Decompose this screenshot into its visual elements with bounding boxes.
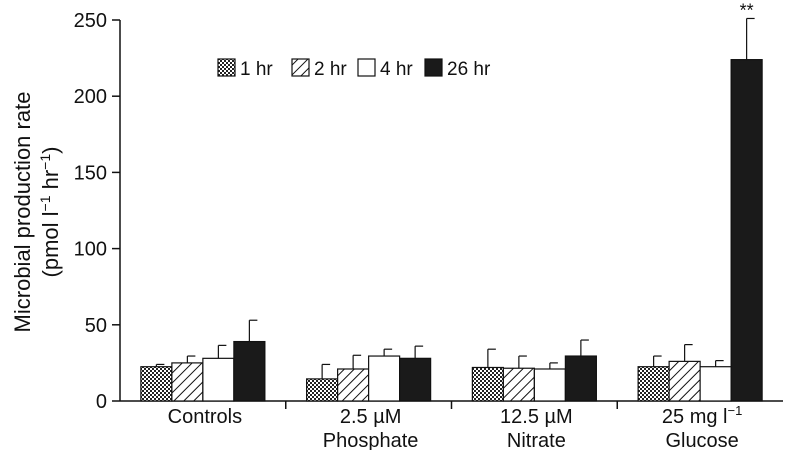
legend-label: 4 hr bbox=[380, 59, 413, 80]
y-tick-label: 150 bbox=[74, 162, 107, 184]
bar bbox=[306, 378, 339, 402]
x-tick-label: 12.5 µM bbox=[500, 406, 573, 428]
bar bbox=[668, 360, 701, 402]
legend: 1 hr 2 hr 4 hr 26 hr bbox=[217, 58, 491, 80]
bar bbox=[202, 357, 235, 402]
y-axis: 0 50 100 150 200 250 bbox=[74, 10, 121, 413]
bar bbox=[140, 366, 173, 402]
y-label-sup-2: −1 bbox=[37, 154, 53, 170]
legend-label: 1 hr bbox=[240, 59, 273, 80]
legend-label: 26 hr bbox=[447, 59, 491, 80]
bar bbox=[564, 355, 597, 402]
legend-label: 2 hr bbox=[314, 59, 347, 80]
y-tick-label: 50 bbox=[85, 315, 107, 337]
y-axis-label-line2: (pmol l−1 hr−1) bbox=[37, 147, 63, 278]
x-tick-label-line2: Nitrate bbox=[507, 430, 566, 450]
x-tick-label: Controls bbox=[168, 406, 242, 428]
legend-swatch bbox=[357, 58, 376, 77]
legend-swatch bbox=[291, 58, 310, 77]
bar bbox=[730, 59, 763, 402]
bar bbox=[471, 366, 504, 402]
bar bbox=[368, 355, 401, 402]
legend-swatch bbox=[217, 58, 236, 77]
y-tick-label: 200 bbox=[74, 86, 107, 108]
legend-swatch bbox=[424, 58, 443, 77]
x-tick-label: 2.5 µM bbox=[340, 406, 402, 428]
y-axis-label: Microbial production rate (pmol l−1 hr−1… bbox=[10, 92, 63, 333]
bar bbox=[502, 367, 535, 402]
x-tick-label: 25 mg l−1 bbox=[662, 403, 742, 428]
y-label-sup-1: −1 bbox=[37, 195, 53, 211]
y-tick-label: 250 bbox=[74, 10, 107, 32]
bar bbox=[637, 366, 670, 402]
bar bbox=[699, 366, 732, 402]
x-tick-label-line2: Glucose bbox=[665, 430, 738, 450]
bar bbox=[171, 362, 204, 402]
y-tick-label: 0 bbox=[96, 391, 107, 413]
bar bbox=[233, 340, 266, 402]
y-tick-label: 100 bbox=[74, 239, 107, 261]
significance-label: ** bbox=[740, 0, 754, 20]
bar bbox=[533, 368, 566, 402]
x-tick-label-line2: Phosphate bbox=[323, 430, 419, 450]
bar bbox=[337, 368, 370, 402]
bar bbox=[399, 357, 432, 402]
y-axis-label-line1: Microbial production rate bbox=[10, 92, 35, 333]
bars: ** bbox=[140, 0, 763, 402]
